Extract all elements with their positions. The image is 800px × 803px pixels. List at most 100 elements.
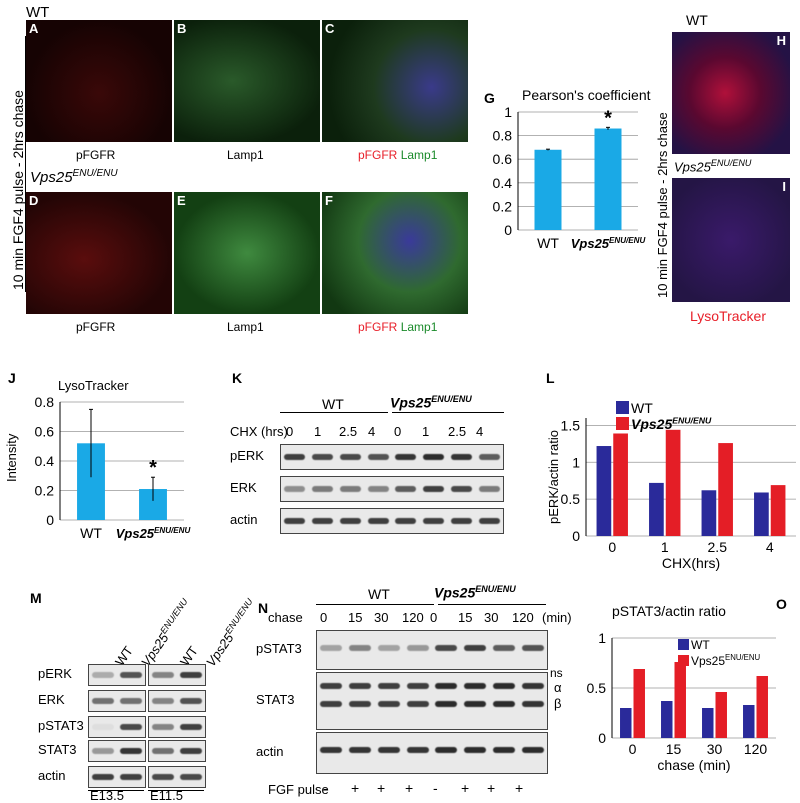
chart-j-xtick-wt: WT xyxy=(80,525,102,541)
blot-n-band xyxy=(349,683,372,689)
blot-m-strip-right xyxy=(148,766,206,788)
blot-m-band xyxy=(120,774,142,780)
blot-k-lane-label: 4 xyxy=(476,424,484,439)
blot-n-vps-label-sup: ENU/ENU xyxy=(475,584,516,594)
blot-n-wt-label: WT xyxy=(368,586,390,602)
blot-n-vps-label-text: Vps25 xyxy=(434,584,476,601)
chart-j-title: LysoTracker xyxy=(58,378,129,393)
caption-c-red: pFGFR xyxy=(358,148,398,162)
chart-l-xtick: 2.5 xyxy=(708,539,728,555)
blot-n-fgf-sign: + xyxy=(461,780,470,796)
panel-letter-o: O xyxy=(776,596,787,612)
chart-l-ytick: 0 xyxy=(572,528,580,544)
chart-o: 0 0.5 1 0 15 30 120 chase (min) pSTAT3/actin rat… xyxy=(587,603,776,773)
chart-l: 0 0.5 1 1.5 0 1 2.5 4 CHX(hrs) pERK/actin ratio WT… xyxy=(546,400,796,571)
blot-m-band xyxy=(92,748,114,754)
chart-g-ytick: 0.4 xyxy=(493,175,513,191)
blot-n-fgf-sign: + xyxy=(351,780,360,796)
blot-k-band xyxy=(450,454,472,460)
blot-k-row-label: pERK xyxy=(230,448,264,463)
chart-o-xtick: 30 xyxy=(707,741,723,757)
micrograph-b: B xyxy=(174,20,320,142)
blot-n-row-label: STAT3 xyxy=(256,692,295,707)
panel-letter-h: H xyxy=(776,33,786,48)
blot-k-band xyxy=(478,486,500,492)
chart-o-xtick: 0 xyxy=(629,741,637,757)
blot-k-vps-label-text: Vps25 xyxy=(390,394,432,411)
chart-g-ytick: 0.2 xyxy=(493,198,513,214)
blot-n-band xyxy=(377,701,400,707)
chart-g: Pearson's coefficient 0 0.2 0.4 0.6 0.8 1 WT Vp… xyxy=(493,87,651,251)
blot-m-group-line-1 xyxy=(88,790,144,791)
blot-k-band xyxy=(450,486,472,492)
chart-l-bar-wt xyxy=(649,482,664,536)
chart-o-ytick: 0 xyxy=(598,730,606,746)
blot-k-lane-label: 0 xyxy=(394,424,402,439)
chart-o-xtick: 120 xyxy=(744,741,768,757)
wt-label-h: WT xyxy=(686,12,708,28)
blot-n-chase-label: chase xyxy=(268,610,303,625)
blot-n-ns: ns xyxy=(550,666,563,680)
blot-m-group1-a: E13.5 xyxy=(90,788,124,803)
blot-n: WT Vps25ENU/ENU chase 0 15 30 120 0 15 30 120 (min)… xyxy=(256,584,578,798)
blot-n-alpha: α xyxy=(554,680,562,695)
blot-n-vps-line xyxy=(438,604,546,605)
chart-j-ytick: 0 xyxy=(46,512,54,528)
blot-m-strip-left xyxy=(88,740,146,762)
blot-m-strip-left xyxy=(88,716,146,738)
caption-f: pFGFR Lamp1 xyxy=(358,320,437,334)
blot-n-lane-label: 15 xyxy=(348,610,363,625)
micrograph-e: E xyxy=(174,192,320,314)
chart-g-bar xyxy=(534,149,562,230)
blot-m-row-label: STAT3 xyxy=(38,742,77,757)
blot-n-vps-label: Vps25ENU/ENU xyxy=(434,584,516,601)
blot-m-row-label: pERK xyxy=(38,666,72,681)
blot-n-row-label: pSTAT3 xyxy=(256,641,302,656)
blot-k-lane-label: 1 xyxy=(422,424,430,439)
blot-n-fgf-sign: + xyxy=(487,780,496,796)
chart-j-xtick-vps-text: Vps25 xyxy=(116,526,155,541)
blot-m-band xyxy=(92,698,114,704)
blot-k-lane-label: 2.5 xyxy=(448,424,467,439)
blot-m-strip-left xyxy=(88,766,146,788)
blot-m-band xyxy=(152,724,174,730)
micrograph-h: H xyxy=(672,32,790,154)
blot-n-lane-label: 30 xyxy=(484,610,499,625)
chart-l-bar-vps xyxy=(613,433,628,536)
blot-k-band xyxy=(339,454,361,460)
chart-o-xtick: 15 xyxy=(666,741,682,757)
blot-n-band xyxy=(492,701,515,707)
blot-m-col-label-vps-sup: ENU/ENU xyxy=(158,596,190,636)
chart-j-xtick-vps: Vps25ENU/ENU xyxy=(116,526,191,541)
blot-k-lane-label: 4 xyxy=(368,424,376,439)
blot-m-strip-left xyxy=(88,690,146,712)
blot-m-col-label-vps-text: Vps25 xyxy=(203,630,237,670)
chart-l-xlabel: CHX(hrs) xyxy=(662,555,720,571)
chart-l-bar-wt xyxy=(754,492,769,536)
blot-n-band xyxy=(521,645,544,651)
micrograph-a: A xyxy=(26,20,172,142)
caption-c: pFGFR Lamp1 xyxy=(358,148,437,162)
blot-m-row-label: actin xyxy=(38,768,66,783)
blot-k-band xyxy=(423,518,445,524)
blot-n-band xyxy=(320,645,343,651)
blot-m-band xyxy=(120,748,142,754)
panel-letter-j: J xyxy=(8,370,16,386)
blot-k-band xyxy=(423,454,445,460)
chart-g-bar xyxy=(594,128,622,230)
chart-j-ytick: 0.2 xyxy=(35,483,55,499)
blot-k-row-label: ERK xyxy=(230,480,257,495)
blot-k-band xyxy=(367,518,389,524)
chart-j-ytick: 0.8 xyxy=(35,394,55,410)
caption-f-green: Lamp1 xyxy=(400,320,438,334)
blot-n-band xyxy=(377,645,400,651)
blot-k-lane-label: 2.5 xyxy=(339,424,358,439)
blot-n-lane-label: 30 xyxy=(374,610,389,625)
chart-l-ylabel: pERK/actin ratio xyxy=(546,430,561,524)
blot-m-band xyxy=(180,724,202,730)
chart-g-ytick: 0 xyxy=(504,222,512,238)
blot-k-band xyxy=(423,486,445,492)
blot-k-band xyxy=(367,486,389,492)
panel-letter-c: C xyxy=(325,21,335,36)
blot-n-band xyxy=(349,747,372,753)
